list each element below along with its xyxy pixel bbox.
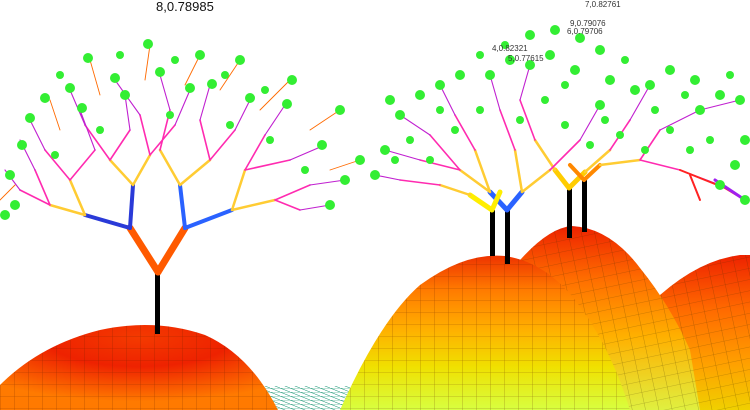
tree-trunk	[567, 188, 572, 238]
tree-label: 7,0.82761	[585, 0, 621, 9]
foliage-left	[0, 39, 365, 220]
tree-trunk	[490, 210, 495, 256]
tree-label: 4,0.82321	[492, 44, 528, 53]
tree-label: 9,0.79076	[570, 19, 606, 28]
foliage-right	[370, 25, 750, 205]
tree-trunk	[505, 210, 510, 264]
tree-right-group	[374, 64, 747, 213]
tree-trunk	[582, 180, 587, 232]
tree-label: 6,0.79706	[567, 27, 603, 36]
tree-left	[0, 44, 361, 276]
tree-label: 5,0.77615	[508, 54, 544, 63]
tree-trunk	[155, 272, 160, 334]
tree-label: 8,0.78985	[156, 0, 214, 14]
